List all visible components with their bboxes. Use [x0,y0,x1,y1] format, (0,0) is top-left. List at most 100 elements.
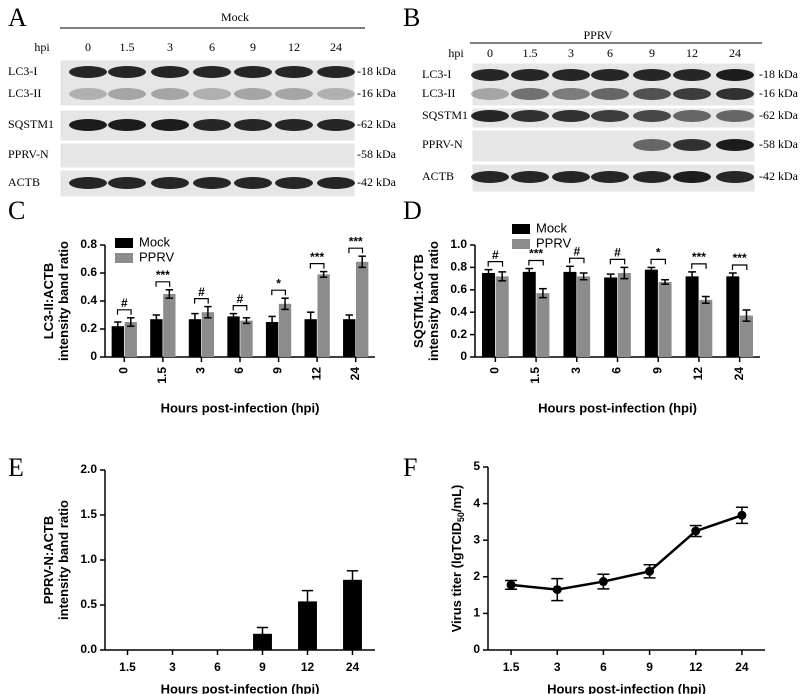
significance-bracket [271,289,286,296]
y-tick-label: 2 [473,569,480,583]
hpi-label: hpi [34,40,50,54]
bar [699,299,713,357]
y-axis-label-part: Virus titer (lgTCID [449,522,464,632]
x-axis-label: Hours post-infection (hpi) [161,400,320,415]
blot-band [633,69,671,81]
legend-label: Mock [536,220,568,235]
error-bar [701,295,710,304]
bar [163,294,176,357]
blot-band [317,119,355,131]
row-label: ACTB [8,175,40,189]
bar [150,319,163,357]
significance-label: *** [156,268,170,282]
blot-band [193,119,231,131]
x-tick-label: 24 [735,660,749,674]
bar [577,276,591,357]
blot-band [471,110,509,122]
error-bar [204,305,212,319]
error-bar [301,589,314,613]
lane-label: 12 [288,40,300,54]
size-label: -18 kDa [357,64,397,78]
significance-bracket [650,258,666,265]
x-tick-label: 24 [346,660,360,674]
error-bar [742,309,751,322]
y-tick-label: 0.4 [450,304,467,318]
blot-band [151,177,189,189]
significance-label: *** [733,251,747,265]
x-tick-label: 0 [488,367,502,374]
legend-label: PPRV [139,249,174,264]
blot-band [471,69,509,81]
significance-bracket [528,259,544,266]
significance-label: # [573,244,580,258]
x-tick-label: 9 [271,367,285,374]
error-bar [256,626,269,641]
bar [278,303,292,357]
y-axis-label: PPRV-N:ACTBintensity band ratio [41,500,71,620]
bar [111,326,124,357]
blot-band [511,171,549,183]
blot-band [108,88,146,100]
x-tick-label: 9 [259,660,266,674]
bar [201,312,215,357]
bar [536,293,550,357]
legend-swatch [115,253,133,263]
bar [658,281,672,357]
significance-label: *** [692,250,706,264]
x-tick-label: 6 [214,660,221,674]
point [645,566,655,576]
blot-band [317,88,355,100]
blot-band [591,171,629,183]
point [552,585,562,595]
x-tick-label: 24 [348,367,362,381]
y-tick-label: 0.8 [80,237,97,251]
bar [726,276,740,357]
error-bar [525,267,534,276]
x-axis-label: Hours post-infection (hpi) [538,400,697,415]
y-axis-label-part: 50 [456,512,466,522]
x-tick-label: 9 [646,660,653,674]
row-label: LC3-I [422,67,451,81]
size-label: -58 kDa [357,147,397,161]
bar [495,276,509,357]
lane-label: 3 [568,46,574,60]
significance-label: *** [529,247,543,261]
lane-label: 3 [167,40,173,54]
x-tick-label: 6 [610,367,624,374]
error-bar [358,255,366,269]
size-label: -42 kDa [357,175,397,189]
error-bar [229,312,238,320]
size-label: -58 kDa [759,137,799,151]
blot-band [591,88,629,100]
bar [563,271,577,357]
point [737,510,747,520]
blot-band [511,69,549,81]
hpi-label: hpi [448,46,464,60]
group-label: Mock [221,10,249,24]
significance-bracket [232,305,248,311]
significance-label: # [121,296,128,310]
y-tick-label: 0 [473,642,480,656]
panel-label: A [8,3,27,32]
blot-band [673,139,711,151]
x-tick-label: 3 [554,660,561,674]
y-tick-label: 0.8 [450,260,467,274]
bar [304,319,317,357]
x-axis-label: Hours post-infection (hpi) [161,681,320,694]
error-bar [127,317,135,327]
significance-label: # [492,248,499,262]
blot-band [552,88,590,100]
row-label: SQSTM1 [8,117,54,131]
blot-band [633,88,671,100]
y-tick-label: 0 [90,349,97,363]
significance-bracket [731,264,748,270]
bar [343,319,356,357]
blot-band [234,177,272,189]
y-tick-label: 2.0 [80,462,97,476]
blot-band [511,88,549,100]
significance-label: * [656,246,661,260]
blot-band [673,88,711,100]
x-tick-label: 12 [301,660,315,674]
y-tick-label: 1.0 [80,552,97,566]
